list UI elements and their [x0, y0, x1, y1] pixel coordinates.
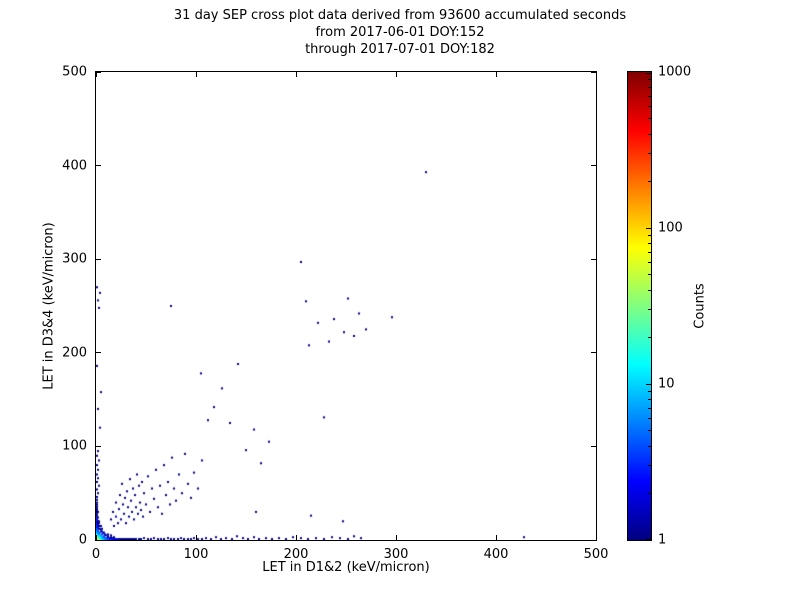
y-tick-mark-right — [591, 165, 596, 167]
x-tick-mark — [95, 535, 97, 540]
x-tick-mark-top — [195, 72, 197, 77]
y-tick-mark — [96, 445, 101, 447]
y-tick-mark — [96, 71, 101, 73]
y-tick-label: 100 — [62, 438, 87, 454]
colorbar-tick-label: 1 — [658, 532, 667, 548]
x-tick-mark-top — [95, 72, 97, 77]
colorbar-minor-tick-mark — [648, 336, 651, 338]
colorbar-minor-tick-mark — [648, 289, 651, 291]
colorbar-minor-tick-mark — [648, 133, 651, 135]
colorbar-minor-tick-mark — [648, 242, 651, 244]
colorbar-minor-tick-mark — [648, 309, 651, 311]
x-tick-label: 200 — [283, 547, 309, 562]
x-tick-label: 300 — [383, 547, 409, 562]
colorbar-minor-tick-mark — [648, 274, 651, 276]
colorbar-minor-tick-mark — [648, 398, 651, 400]
colorbar-tick-mark — [646, 384, 651, 385]
x-axis-label: LET in D1&2 (keV/micron) — [262, 560, 430, 575]
colorbar-tick-mark — [646, 72, 651, 74]
colorbar-minor-tick-mark — [648, 262, 651, 264]
colorbar-minor-tick-mark — [648, 86, 651, 88]
x-tick-mark — [195, 535, 197, 540]
colorbar-minor-tick-mark — [648, 78, 651, 80]
x-tick-label: 0 — [91, 547, 101, 562]
colorbar-minor-tick-mark — [648, 430, 651, 432]
chart-subtitle-from: from 2017-06-01 DOY:152 — [315, 25, 485, 40]
y-tick-mark-right — [591, 539, 596, 541]
colorbar-minor-tick-mark — [648, 407, 651, 409]
colorbar-tick-label: 100 — [658, 220, 683, 236]
x-tick-mark-top — [595, 72, 597, 77]
chart-subtitle-through: through 2017-07-01 DOY:182 — [305, 42, 495, 57]
y-tick-mark — [96, 165, 101, 167]
x-tick-mark — [395, 535, 397, 540]
colorbar-gradient — [628, 72, 651, 540]
colorbar-minor-tick-mark — [648, 118, 651, 120]
y-tick-mark-right — [591, 258, 596, 260]
colorbar-minor-tick-mark — [648, 465, 651, 467]
y-tick-mark — [96, 539, 101, 541]
y-tick-label: 500 — [62, 64, 87, 80]
colorbar-tick-label: 1000 — [658, 64, 692, 80]
colorbar-minor-tick-mark — [648, 234, 651, 236]
y-tick-mark — [96, 352, 101, 354]
colorbar-minor-tick-mark — [648, 251, 651, 253]
x-tick-mark-top — [495, 72, 497, 77]
x-tick-label: 100 — [183, 547, 209, 562]
colorbar-tick-label: 10 — [658, 376, 675, 392]
x-tick-mark — [595, 535, 597, 540]
colorbar-tick-mark — [646, 539, 651, 540]
colorbar-minor-tick-mark — [648, 180, 651, 182]
colorbar-minor-tick-mark — [648, 390, 651, 392]
y-tick-mark — [96, 258, 101, 260]
colorbar-minor-tick-mark — [648, 153, 651, 155]
y-tick-label: 0 — [78, 532, 87, 548]
y-tick-label: 200 — [62, 345, 87, 361]
chart-title-block: 31 day SEP cross plot data derived from … — [0, 7, 800, 58]
colorbar-minor-tick-mark — [648, 418, 651, 420]
y-axis-label: LET in D3&4 (keV/micron) — [41, 222, 57, 390]
colorbar-minor-tick-mark — [648, 492, 651, 494]
y-tick-mark-right — [591, 445, 596, 447]
y-tick-label: 400 — [62, 158, 87, 174]
chart-title: 31 day SEP cross plot data derived from … — [173, 8, 627, 23]
colorbar-label: Counts — [692, 283, 708, 329]
colorbar-minor-tick-mark — [648, 106, 651, 108]
y-tick-label: 300 — [62, 251, 87, 267]
x-tick-mark — [495, 535, 497, 540]
colorbar — [627, 71, 652, 541]
plot-area — [95, 71, 597, 541]
x-tick-mark-top — [295, 72, 297, 77]
scatter-canvas — [96, 72, 596, 540]
colorbar-tick-mark — [646, 228, 651, 229]
x-tick-mark-top — [395, 72, 397, 77]
x-tick-label: 400 — [483, 547, 509, 562]
colorbar-minor-tick-mark — [648, 95, 651, 97]
y-tick-mark-right — [591, 71, 596, 73]
x-tick-mark — [295, 535, 297, 540]
y-tick-mark-right — [591, 352, 596, 354]
x-tick-label: 500 — [583, 547, 609, 562]
colorbar-minor-tick-mark — [648, 445, 651, 447]
